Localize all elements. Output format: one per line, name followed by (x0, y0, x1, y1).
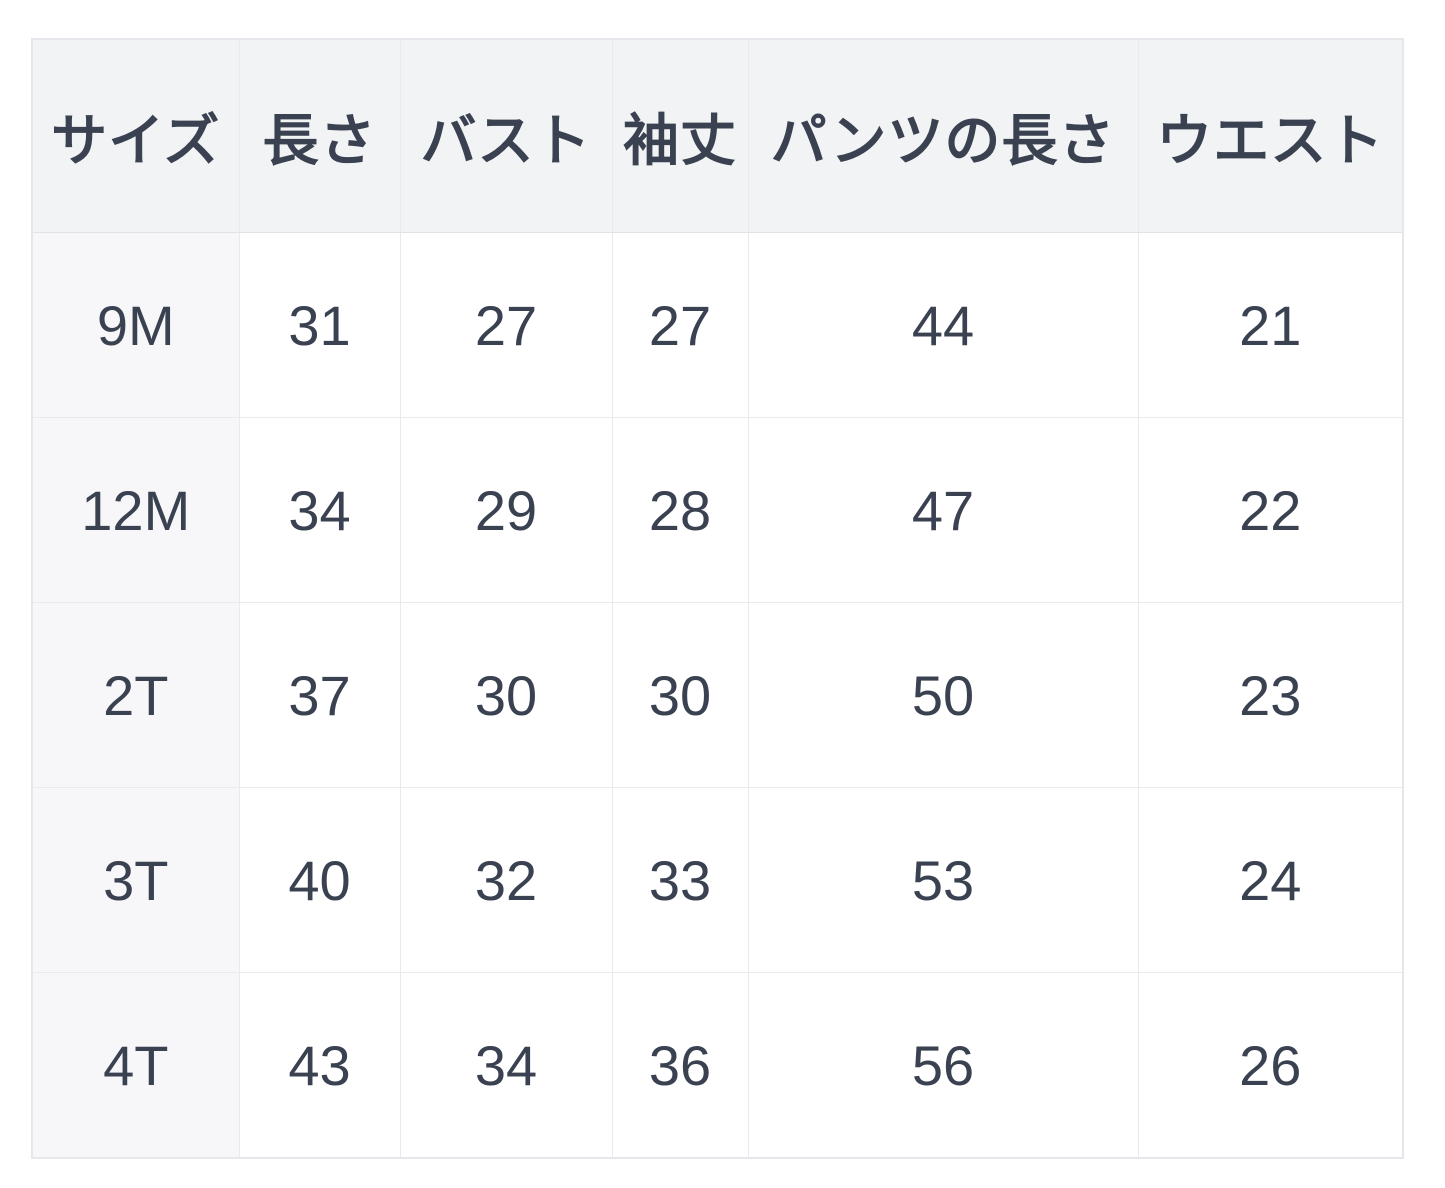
table-row-3t: 3T 40 32 33 53 24 (31, 787, 1404, 973)
table-cell: 32 (399, 787, 613, 973)
table-header-row: サイズ 長さ バスト 袖丈 パンツの長さ ウエスト (31, 38, 1404, 233)
table-cell: 44 (747, 232, 1139, 418)
row-label-4t: 4T (31, 972, 240, 1159)
table-cell: 56 (747, 972, 1139, 1159)
column-header-bust: バスト (399, 38, 613, 233)
table-row-12m: 12M 34 29 28 47 22 (31, 417, 1404, 603)
row-label-2t: 2T (31, 602, 240, 788)
column-header-sleeve-length: 袖丈 (611, 38, 749, 233)
table-cell: 47 (747, 417, 1139, 603)
table-row-9m: 9M 31 27 27 44 21 (31, 232, 1404, 418)
table-cell: 24 (1137, 787, 1404, 973)
table-cell: 21 (1137, 232, 1404, 418)
size-chart-table: サイズ 長さ バスト 袖丈 パンツの長さ ウエスト 9M 31 27 27 44… (31, 38, 1404, 1159)
row-label-3t: 3T (31, 787, 240, 973)
row-label-9m: 9M (31, 232, 240, 418)
table-cell: 30 (611, 602, 749, 788)
column-header-pants-length: パンツの長さ (747, 38, 1139, 233)
table-cell: 22 (1137, 417, 1404, 603)
table-cell: 37 (238, 602, 401, 788)
table-cell: 27 (611, 232, 749, 418)
row-label-12m: 12M (31, 417, 240, 603)
table-cell: 26 (1137, 972, 1404, 1159)
table-cell: 29 (399, 417, 613, 603)
column-header-waist: ウエスト (1137, 38, 1404, 233)
table-cell: 50 (747, 602, 1139, 788)
table-cell: 43 (238, 972, 401, 1159)
column-header-length: 長さ (238, 38, 401, 233)
table-cell: 40 (238, 787, 401, 973)
table-cell: 31 (238, 232, 401, 418)
table-cell: 36 (611, 972, 749, 1159)
table-cell: 23 (1137, 602, 1404, 788)
table-cell: 34 (238, 417, 401, 603)
table-cell: 53 (747, 787, 1139, 973)
table-row-4t: 4T 43 34 36 56 26 (31, 972, 1404, 1159)
table-cell: 28 (611, 417, 749, 603)
column-header-size: サイズ (31, 38, 240, 233)
table-cell: 30 (399, 602, 613, 788)
table-cell: 34 (399, 972, 613, 1159)
table-cell: 33 (611, 787, 749, 973)
table-row-2t: 2T 37 30 30 50 23 (31, 602, 1404, 788)
table-cell: 27 (399, 232, 613, 418)
